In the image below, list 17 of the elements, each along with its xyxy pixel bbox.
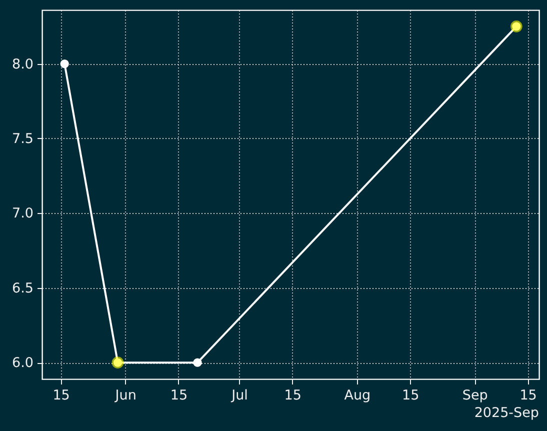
x-tick-label: Jun bbox=[114, 388, 136, 404]
y-tick-label: 6.0 bbox=[12, 355, 34, 372]
x-tick-label: 15 bbox=[52, 388, 70, 404]
x-tick-label: 15 bbox=[284, 388, 302, 404]
y-tick-label: 6.5 bbox=[12, 280, 34, 296]
y-tick-label: 8.0 bbox=[12, 56, 34, 72]
text: 2025-Sep bbox=[474, 405, 539, 421]
x-tick-label: Jul bbox=[230, 388, 248, 404]
x-tick-label: Aug bbox=[344, 388, 371, 404]
y-tick-label: 7.0 bbox=[12, 206, 34, 222]
x-tick-label: 15 bbox=[402, 388, 420, 404]
x-tick-label: 15 bbox=[520, 388, 537, 404]
x-tick-label: Sep bbox=[462, 388, 488, 404]
point bbox=[60, 59, 69, 68]
y-tick-label: 7.5 bbox=[12, 130, 34, 147]
x-tick-label: 15 bbox=[170, 388, 188, 404]
point bbox=[193, 358, 202, 367]
